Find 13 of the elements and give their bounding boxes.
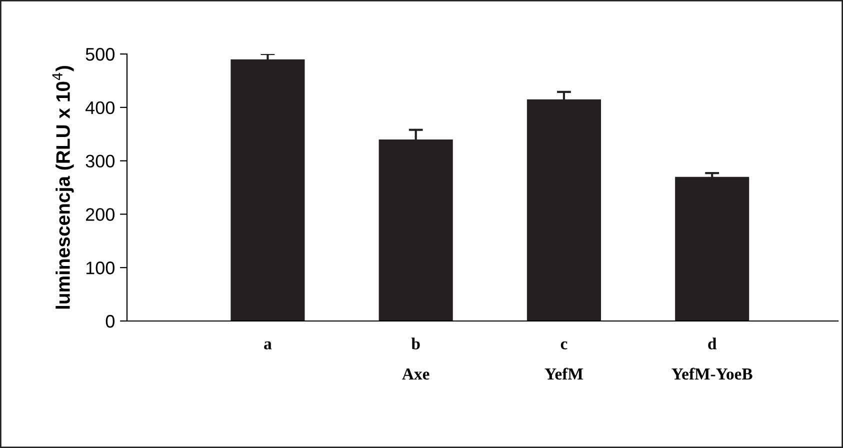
y-tick-label: 400 — [85, 101, 114, 114]
bar — [230, 59, 305, 321]
x-tick-label: b Axe — [402, 338, 430, 380]
y-tick-label: 0 — [106, 314, 114, 328]
x-tick-label: c YefM — [544, 341, 583, 380]
y-tick-label: 300 — [86, 154, 114, 168]
y-axis-title: luminescencja (RLU x 10$^{4}$) — [52, 66, 74, 309]
y-tick-label: 200 — [86, 208, 114, 221]
y-tick-label: 500 — [86, 48, 114, 61]
bar — [675, 176, 750, 321]
x-tick-label: a — [264, 341, 272, 350]
y-tick-label: 100 — [86, 262, 114, 274]
x-tick-label: d YefM-YoeB — [672, 338, 752, 380]
